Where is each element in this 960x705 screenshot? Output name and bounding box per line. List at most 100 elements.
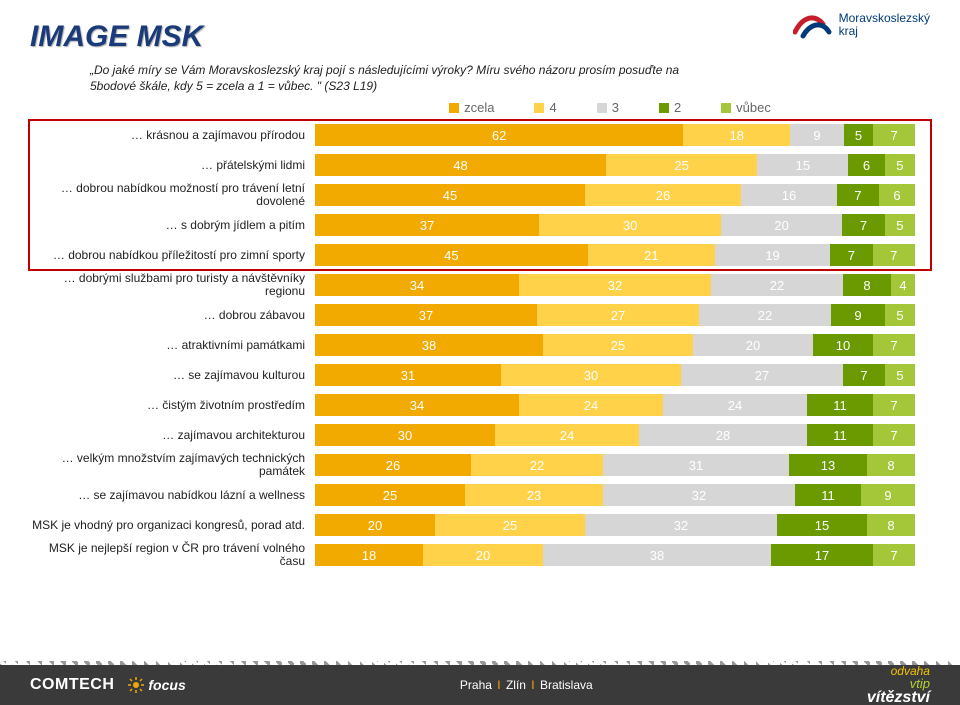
legend-label: 4: [549, 100, 556, 115]
chart-row: … dobrou nabídkou příležitostí pro zimní…: [30, 241, 930, 269]
bar-segment: 4: [891, 274, 915, 296]
bar-segment: 20: [721, 214, 842, 236]
row-bar: 182038177: [315, 544, 915, 566]
bar-segment: 31: [315, 364, 501, 386]
bar-segment: 45: [315, 184, 585, 206]
bar-segment: 5: [885, 304, 915, 326]
legend-swatch: [659, 103, 669, 113]
bar-segment: 7: [873, 124, 915, 146]
bar-segment: 25: [315, 484, 465, 506]
chart-row: MSK je vhodný pro organizaci kongresů, p…: [30, 511, 930, 539]
bar-segment: 13: [789, 454, 867, 476]
bar-segment: 9: [790, 124, 843, 146]
bar-segment: 7: [842, 214, 884, 236]
separator-icon: I: [492, 678, 506, 692]
chart-row: … přátelskými lidmi48251565: [30, 151, 930, 179]
row-bar: 45261676: [315, 184, 915, 206]
legend-item: vůbec: [721, 100, 771, 115]
chart-row: … dobrou nabídkou možností pro trávení l…: [30, 181, 930, 209]
footer-slogan: odvaha vtip vítězství: [867, 665, 930, 705]
bar-segment: 24: [663, 394, 807, 416]
bar-segment: 8: [867, 454, 915, 476]
stacked-bar-chart: … krásnou a zajímavou přírodou6218957… p…: [30, 121, 930, 569]
bar-segment: 17: [771, 544, 873, 566]
bar-segment: 45: [315, 244, 588, 266]
bar-segment: 6: [848, 154, 884, 176]
bar-segment: 7: [873, 244, 915, 266]
bar-segment: 20: [423, 544, 543, 566]
chart-row: … dobrou zábavou37272295: [30, 301, 930, 329]
bar-segment: 28: [639, 424, 807, 446]
bar-segment: 24: [519, 394, 663, 416]
bar-segment: 15: [777, 514, 867, 536]
legend-label: zcela: [464, 100, 494, 115]
row-label: … velkým množstvím zajímavých technickýc…: [30, 452, 315, 478]
row-label: … dobrou zábavou: [30, 309, 315, 322]
bar-segment: 7: [830, 244, 872, 266]
row-bar: 202532158: [315, 514, 915, 536]
row-bar: 48251565: [315, 154, 915, 176]
bar-segment: 7: [873, 544, 915, 566]
row-label: … s dobrým jídlem a pitím: [30, 219, 315, 232]
row-bar: 34322284: [315, 274, 915, 296]
footer-bar: COMTECH focus Praha I Zlín I Bratislava …: [0, 665, 960, 705]
region-logo-text-2: kraj: [839, 25, 930, 38]
chart-row: … se zajímavou kulturou31302775: [30, 361, 930, 389]
bar-segment: 7: [837, 184, 879, 206]
bar-segment: 11: [795, 484, 861, 506]
chart-row: … dobrými službami pro turisty a návštěv…: [30, 271, 930, 299]
chart-row: … s dobrým jídlem a pitím37302075: [30, 211, 930, 239]
legend-swatch: [721, 103, 731, 113]
bar-segment: 11: [807, 424, 873, 446]
row-bar: 45211977: [315, 244, 915, 266]
legend-swatch: [449, 103, 459, 113]
brand-focus: focus: [128, 677, 185, 693]
legend-label: vůbec: [736, 100, 771, 115]
chart-row: MSK je nejlepší region v ČR pro trávení …: [30, 541, 930, 569]
row-bar: 31302775: [315, 364, 915, 386]
chart-row: … atraktivními památkami382520107: [30, 331, 930, 359]
bar-segment: 34: [315, 394, 519, 416]
row-label: … se zajímavou kulturou: [30, 369, 315, 382]
legend-item: 3: [597, 100, 619, 115]
bar-segment: 25: [606, 154, 758, 176]
bar-segment: 5: [885, 154, 915, 176]
legend-item: 4: [534, 100, 556, 115]
bar-segment: 6: [879, 184, 915, 206]
row-label: … atraktivními památkami: [30, 339, 315, 352]
row-bar: 342424117: [315, 394, 915, 416]
bar-segment: 30: [501, 364, 681, 386]
bar-segment: 48: [315, 154, 606, 176]
bar-segment: 5: [844, 124, 874, 146]
region-logo: Moravskoslezský kraj: [793, 10, 930, 40]
bar-segment: 9: [861, 484, 915, 506]
legend-item: 2: [659, 100, 681, 115]
bar-segment: 24: [495, 424, 639, 446]
bar-segment: 18: [683, 124, 790, 146]
footer-city: Bratislava: [540, 678, 593, 692]
bar-segment: 30: [539, 214, 721, 236]
row-bar: 262231138: [315, 454, 915, 476]
bar-segment: 32: [519, 274, 711, 296]
sun-icon: [128, 677, 144, 693]
row-bar: 302428117: [315, 424, 915, 446]
bar-segment: 8: [843, 274, 891, 296]
legend-swatch: [597, 103, 607, 113]
row-bar: 37302075: [315, 214, 915, 236]
row-label: … zajímavou architekturou: [30, 429, 315, 442]
bar-segment: 30: [315, 424, 495, 446]
row-bar: 382520107: [315, 334, 915, 356]
bar-segment: 34: [315, 274, 519, 296]
bar-segment: 26: [315, 454, 471, 476]
legend-label: 3: [612, 100, 619, 115]
separator-icon: I: [526, 678, 540, 692]
bar-segment: 38: [315, 334, 543, 356]
row-bar: 6218957: [315, 124, 915, 146]
bar-segment: 8: [867, 514, 915, 536]
chart-row: … krásnou a zajímavou přírodou6218957: [30, 121, 930, 149]
bar-segment: 18: [315, 544, 423, 566]
bar-segment: 31: [603, 454, 789, 476]
bar-segment: 10: [813, 334, 873, 356]
slide: Moravskoslezský kraj IMAGE MSK „Do jaké …: [0, 0, 960, 705]
chart-legend: zcela 4 3 2 vůbec: [290, 100, 930, 115]
